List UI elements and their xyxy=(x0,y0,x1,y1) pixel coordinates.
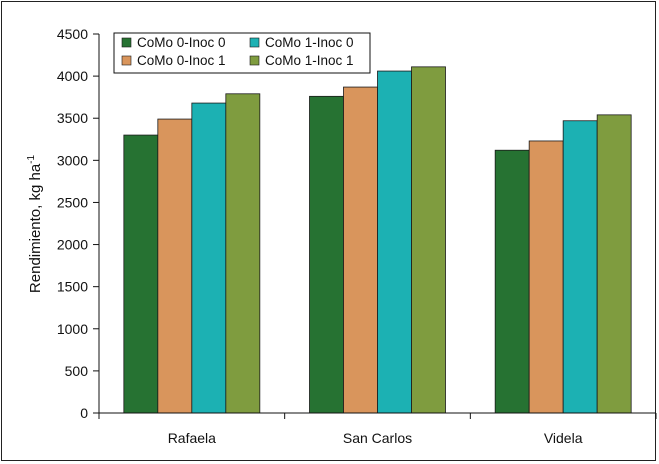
legend-label: CoMo 0-Inoc 0 xyxy=(137,35,226,50)
legend-label: CoMo 1-Inoc 0 xyxy=(265,35,354,50)
y-tick-label: 1500 xyxy=(57,279,88,295)
legend-box xyxy=(113,32,371,74)
bar-videla-series-1 xyxy=(494,149,530,414)
legend-label: CoMo 0-Inoc 1 xyxy=(137,53,226,68)
bar-videla-series-2 xyxy=(528,140,564,414)
y-tick-label: 500 xyxy=(65,363,89,379)
y-tick-label: 2500 xyxy=(57,194,88,210)
bar-san-carlos-series-2 xyxy=(343,86,378,414)
y-tick-label: 1000 xyxy=(57,321,88,337)
x-axis-labels: Rafaela San Carlos Videla xyxy=(168,430,583,446)
bar-san-carlos-series-4 xyxy=(411,66,446,414)
y-tick-label: 3500 xyxy=(57,110,88,126)
x-tick-label: San Carlos xyxy=(343,430,412,446)
bar-videla-series-3 xyxy=(562,120,598,414)
legend-swatch xyxy=(249,37,260,48)
bar-san-carlos-series-1 xyxy=(309,95,344,414)
legend-label: CoMo 1-Inoc 1 xyxy=(265,53,354,68)
bar-san-carlos-series-3 xyxy=(377,70,412,414)
legend-swatch xyxy=(249,55,260,66)
x-tick-label: Videla xyxy=(544,430,583,446)
legend: CoMo 0-Inoc 0 CoMo 0-Inoc 1 CoMo 1-Inoc 0 C… xyxy=(113,32,371,74)
axes xyxy=(98,34,657,419)
y-axis-ticks: 0 500 1000 1500 2000 2500 3000 3500 4000 4500 xyxy=(57,26,99,421)
bar-rafaela-series-2 xyxy=(157,118,193,414)
legend-swatch xyxy=(121,55,132,66)
bar-rafaela-series-3 xyxy=(191,102,227,414)
y-tick-label: 2000 xyxy=(57,237,88,253)
y-tick-label: 4500 xyxy=(57,26,88,42)
legend-swatch xyxy=(121,37,132,48)
bar-rafaela-series-1 xyxy=(123,134,159,414)
y-tick-label: 4000 xyxy=(57,68,88,84)
bars xyxy=(123,66,632,414)
bar-videla-series-4 xyxy=(596,114,632,414)
y-axis-title: Rendimiento, kg ha-1 xyxy=(26,154,44,293)
x-tick-label: Rafaela xyxy=(168,430,216,446)
y-tick-label: 3000 xyxy=(57,152,88,168)
y-tick-label: 0 xyxy=(80,405,88,421)
bar-rafaela-series-4 xyxy=(225,93,261,414)
